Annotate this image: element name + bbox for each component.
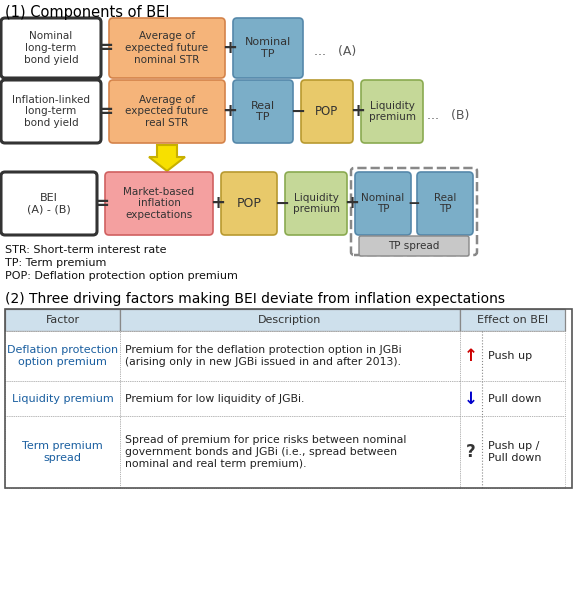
Text: TP: Term premium: TP: Term premium bbox=[5, 258, 106, 268]
FancyBboxPatch shape bbox=[233, 80, 293, 143]
Text: Premium for low liquidity of JGBi.: Premium for low liquidity of JGBi. bbox=[125, 393, 305, 403]
Text: Nominal
long-term
bond yield: Nominal long-term bond yield bbox=[24, 32, 78, 65]
FancyBboxPatch shape bbox=[355, 172, 411, 235]
FancyArrow shape bbox=[149, 145, 185, 171]
Text: =: = bbox=[99, 102, 114, 121]
FancyBboxPatch shape bbox=[109, 18, 225, 78]
Text: POP: POP bbox=[316, 105, 339, 118]
FancyBboxPatch shape bbox=[285, 172, 347, 235]
Text: Liquidity
premium: Liquidity premium bbox=[369, 101, 415, 123]
FancyBboxPatch shape bbox=[109, 80, 225, 143]
Text: −: − bbox=[290, 102, 306, 121]
Text: Pull down: Pull down bbox=[488, 393, 541, 403]
Bar bbox=[120, 309, 460, 331]
Text: Description: Description bbox=[258, 315, 322, 325]
Bar bbox=[120, 416, 460, 488]
Text: Effect on BEI: Effect on BEI bbox=[477, 315, 548, 325]
Text: Average of
expected future
nominal STR: Average of expected future nominal STR bbox=[125, 32, 208, 65]
Text: Liquidity
premium: Liquidity premium bbox=[293, 193, 339, 214]
Text: +: + bbox=[211, 195, 226, 212]
Text: Average of
expected future
real STR: Average of expected future real STR bbox=[125, 95, 208, 128]
FancyBboxPatch shape bbox=[1, 80, 101, 143]
Bar bbox=[5, 331, 120, 381]
Text: STR: Short-term interest rate: STR: Short-term interest rate bbox=[5, 245, 167, 255]
Text: Premium for the deflation protection option in JGBi
(arising only in new JGBi is: Premium for the deflation protection opt… bbox=[125, 345, 402, 367]
FancyBboxPatch shape bbox=[233, 18, 303, 78]
Bar bbox=[5, 309, 120, 331]
Bar bbox=[5, 381, 120, 416]
Text: =: = bbox=[95, 195, 110, 212]
Text: Inflation-linked
long-term
bond yield: Inflation-linked long-term bond yield bbox=[12, 95, 90, 128]
Text: ...   (A): ... (A) bbox=[314, 45, 356, 58]
Text: (1) Components of BEI: (1) Components of BEI bbox=[5, 5, 170, 20]
FancyBboxPatch shape bbox=[361, 80, 423, 143]
Text: Spread of premium for price risks between nominal
government bonds and JGBi (i.e: Spread of premium for price risks betwee… bbox=[125, 436, 406, 469]
Text: ↓: ↓ bbox=[464, 390, 478, 408]
Text: Deflation protection
option premium: Deflation protection option premium bbox=[7, 345, 118, 367]
FancyBboxPatch shape bbox=[105, 172, 213, 235]
Text: ?: ? bbox=[466, 443, 476, 461]
Text: +: + bbox=[223, 102, 238, 121]
Text: BEI
(A) - (B): BEI (A) - (B) bbox=[27, 193, 71, 214]
Text: −: − bbox=[407, 196, 421, 211]
Text: Nominal
TP: Nominal TP bbox=[245, 37, 291, 59]
Text: POP: Deflation protection option premium: POP: Deflation protection option premium bbox=[5, 271, 238, 281]
FancyBboxPatch shape bbox=[301, 80, 353, 143]
Bar bbox=[5, 416, 120, 488]
Text: Real
TP: Real TP bbox=[434, 193, 456, 214]
Bar bbox=[120, 381, 460, 416]
Text: Push up /
Pull down: Push up / Pull down bbox=[488, 441, 541, 463]
Text: Factor: Factor bbox=[46, 315, 80, 325]
Text: Liquidity premium: Liquidity premium bbox=[12, 393, 113, 403]
Text: =: = bbox=[99, 39, 114, 57]
Bar bbox=[5, 309, 572, 488]
Bar bbox=[460, 331, 565, 381]
Bar bbox=[460, 381, 565, 416]
Text: Nominal
TP: Nominal TP bbox=[361, 193, 404, 214]
FancyBboxPatch shape bbox=[417, 172, 473, 235]
Text: −: − bbox=[275, 195, 290, 212]
FancyBboxPatch shape bbox=[1, 18, 101, 78]
Bar bbox=[460, 309, 565, 331]
Text: POP: POP bbox=[237, 197, 261, 210]
Text: Market-based
inflation
expectations: Market-based inflation expectations bbox=[123, 187, 194, 220]
Bar bbox=[460, 416, 565, 488]
FancyBboxPatch shape bbox=[221, 172, 277, 235]
FancyBboxPatch shape bbox=[359, 236, 469, 256]
Text: +: + bbox=[223, 39, 238, 57]
Bar bbox=[120, 331, 460, 381]
FancyBboxPatch shape bbox=[1, 172, 97, 235]
Text: +: + bbox=[350, 102, 365, 121]
Text: +: + bbox=[344, 195, 359, 212]
Text: ↑: ↑ bbox=[464, 347, 478, 365]
Text: ...   (B): ... (B) bbox=[427, 109, 469, 122]
Text: Push up: Push up bbox=[488, 351, 532, 361]
Text: Term premium
spread: Term premium spread bbox=[22, 441, 103, 463]
Text: TP spread: TP spread bbox=[388, 241, 440, 251]
Text: (2) Three driving factors making BEI deviate from inflation expectations: (2) Three driving factors making BEI dev… bbox=[5, 292, 505, 306]
Text: Real
TP: Real TP bbox=[251, 101, 275, 123]
